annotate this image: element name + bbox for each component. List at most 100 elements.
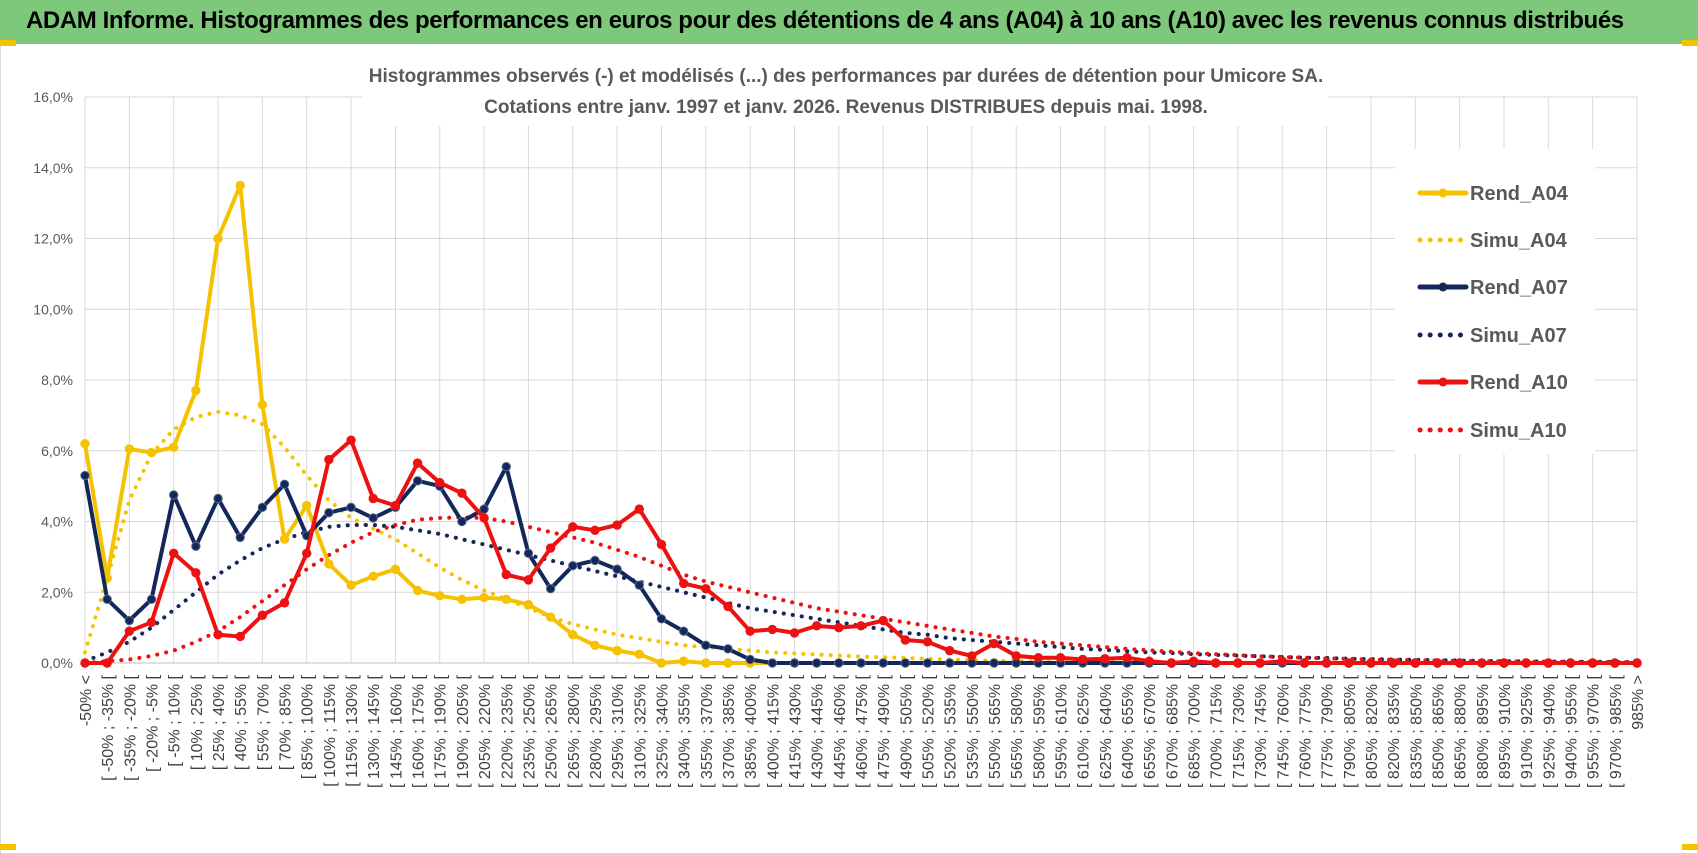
x-tick-label: [ 205% ; 220% [ bbox=[477, 674, 494, 788]
data-point bbox=[346, 435, 356, 445]
data-point bbox=[1299, 658, 1310, 668]
data-point bbox=[678, 656, 689, 666]
data-point bbox=[568, 630, 578, 640]
x-tick-label: [ 970% ; 985% [ bbox=[1608, 674, 1625, 788]
data-point bbox=[279, 598, 290, 608]
data-point bbox=[811, 621, 822, 631]
x-tick-label: [ 520% ; 535% [ bbox=[943, 674, 960, 788]
data-point bbox=[656, 658, 667, 668]
data-point bbox=[457, 594, 467, 605]
x-tick-label: [ -20% ; -5% [ bbox=[145, 674, 162, 771]
series-line-simu_a10 bbox=[83, 515, 1639, 665]
legend-marker bbox=[1438, 377, 1448, 387]
y-tick-label: 2,0% bbox=[41, 584, 73, 600]
x-tick-label: [ 100% ; 115% [ bbox=[322, 674, 339, 786]
data-point bbox=[80, 438, 90, 449]
data-point bbox=[412, 458, 423, 468]
x-tick-label: [ -50% ; -35% [ bbox=[100, 674, 117, 780]
data-point bbox=[1122, 652, 1132, 663]
x-tick-label: [ 460% ; 475% [ bbox=[854, 674, 871, 788]
x-tick-label: [ 550% ; 565% [ bbox=[987, 674, 1004, 788]
x-tick-label: [ 10% ; 25% [ bbox=[189, 674, 206, 770]
data-point bbox=[900, 635, 911, 645]
legend-label: Simu_A10 bbox=[1470, 420, 1567, 442]
data-point bbox=[235, 180, 245, 191]
data-point bbox=[479, 513, 489, 523]
data-point bbox=[1477, 658, 1487, 668]
legend-label: Rend_A04 bbox=[1470, 183, 1569, 205]
x-tick-label: [ 475% ; 490% [ bbox=[876, 674, 893, 788]
data-point bbox=[1344, 658, 1354, 668]
data-point bbox=[479, 592, 489, 603]
y-tick-label: 8,0% bbox=[41, 372, 73, 388]
histogram-chart: 0,0% 2,0% 4,0% 6,0% 8,0% 10,0% 12,0% 14,0% 16,0%… bbox=[33, 64, 1647, 788]
data-point bbox=[922, 637, 933, 647]
x-tick-label: [ 790% ; 805% [ bbox=[1342, 674, 1359, 788]
data-point bbox=[168, 548, 179, 559]
x-tick-label: [ 145% ; 160% [ bbox=[388, 674, 405, 788]
x-tick-label: [ 85% ; 100% [ bbox=[300, 674, 317, 779]
data-point bbox=[523, 575, 534, 585]
data-point bbox=[390, 500, 401, 511]
x-tick-label: [ 340% ; 355% [ bbox=[677, 674, 694, 788]
data-point bbox=[257, 610, 268, 620]
data-point bbox=[944, 658, 955, 668]
data-point bbox=[834, 622, 844, 633]
x-tick-label: [ 775% ; 790% [ bbox=[1320, 674, 1337, 788]
x-tick-label: [ 880% ; 895% [ bbox=[1475, 674, 1492, 788]
legend-label: Rend_A07 bbox=[1470, 277, 1568, 299]
data-point bbox=[1366, 658, 1376, 668]
x-tick-label: [ 940% ; 955% [ bbox=[1563, 674, 1580, 788]
x-tick-label: [ 265% ; 280% [ bbox=[566, 674, 583, 788]
data-point bbox=[568, 522, 578, 532]
data-point bbox=[701, 584, 711, 594]
series-line-simu_a07 bbox=[83, 523, 1639, 665]
legend-label: Simu_A04 bbox=[1470, 230, 1568, 252]
corner-mark-top-right bbox=[1682, 40, 1698, 46]
x-tick-label: [ 385% ; 400% [ bbox=[743, 674, 760, 788]
data-point bbox=[612, 645, 622, 656]
x-tick-label: [ 220% ; 235% [ bbox=[499, 674, 516, 788]
x-tick-label: [ 400% ; 415% [ bbox=[765, 674, 782, 788]
x-tick-label: [ 640% ; 655% [ bbox=[1120, 674, 1137, 788]
x-tick-label: [ 235% ; 250% [ bbox=[521, 674, 538, 788]
data-point bbox=[878, 658, 888, 668]
data-point bbox=[789, 658, 800, 668]
x-tick-label: [ 280% ; 295% [ bbox=[588, 674, 605, 788]
data-point bbox=[435, 477, 445, 488]
chart-title-line: Cotations entre janv. 1997 et janv. 2026… bbox=[484, 97, 1208, 118]
data-point bbox=[723, 601, 733, 612]
data-point bbox=[368, 571, 378, 582]
x-tick-label: [ 355% ; 370% [ bbox=[699, 674, 716, 788]
x-tick-label: [ 160% ; 175% [ bbox=[411, 674, 428, 788]
x-tick-label: [ -35% ; -20% [ bbox=[122, 674, 139, 780]
x-tick-label: [ 490% ; 505% [ bbox=[898, 674, 915, 788]
x-tick-label: [ 535% ; 550% [ bbox=[965, 674, 982, 788]
data-point bbox=[346, 502, 356, 513]
data-point bbox=[1454, 658, 1465, 668]
data-point bbox=[257, 502, 268, 513]
data-point bbox=[590, 555, 600, 566]
x-tick-label: [ 445% ; 460% [ bbox=[832, 674, 849, 788]
y-tick-label: 14,0% bbox=[33, 160, 73, 176]
data-point bbox=[168, 490, 179, 500]
data-point bbox=[545, 543, 556, 553]
data-point bbox=[1011, 651, 1021, 661]
x-tick-label: [ 295% ; 310% [ bbox=[610, 674, 627, 788]
corner-mark-bottom-right bbox=[1682, 844, 1698, 850]
x-tick-label: [ -5% ; 10% [ bbox=[167, 674, 184, 766]
data-point bbox=[545, 612, 556, 622]
x-tick-label: [ 190% ; 205% [ bbox=[455, 674, 472, 788]
data-point bbox=[745, 654, 755, 665]
x-tick-label: [ 910% ; 925% [ bbox=[1519, 674, 1536, 788]
data-point bbox=[1144, 656, 1154, 666]
x-tick-label: 985% > bbox=[1630, 675, 1647, 730]
data-point bbox=[412, 476, 423, 486]
data-point bbox=[1632, 658, 1642, 668]
x-tick-label: [ 505% ; 520% [ bbox=[921, 674, 938, 788]
x-tick-label: [ 760% ; 775% [ bbox=[1297, 674, 1314, 788]
data-point bbox=[1033, 652, 1044, 663]
x-tick-label: [ 700% ; 715% [ bbox=[1209, 674, 1226, 788]
data-point bbox=[878, 615, 888, 626]
x-tick-label: [ 370% ; 385% [ bbox=[721, 674, 738, 788]
